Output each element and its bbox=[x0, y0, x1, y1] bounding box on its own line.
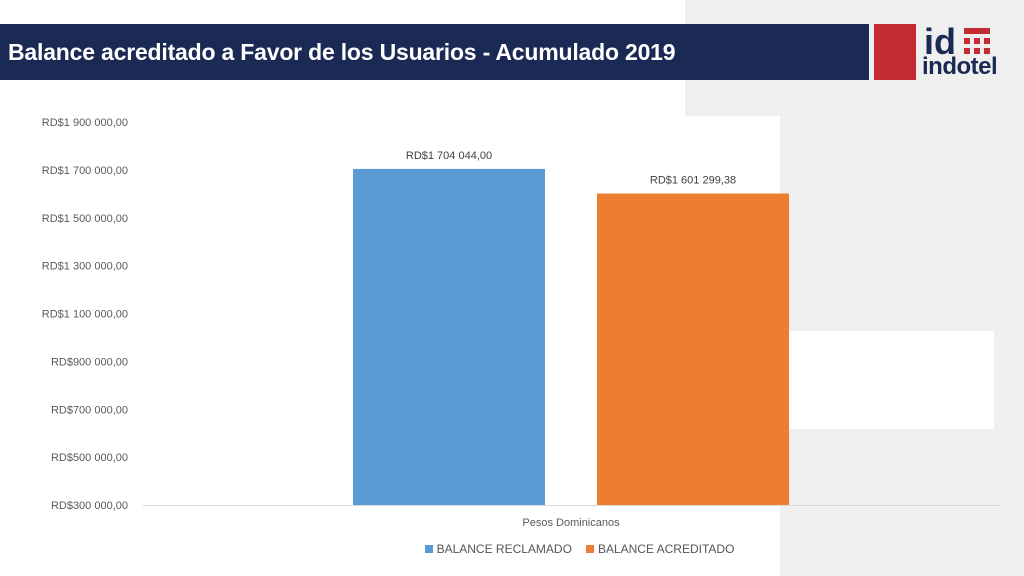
logo-id-icon: id bbox=[924, 24, 990, 58]
bar-reclamado bbox=[353, 168, 545, 505]
y-tick-label: RD$500 000,00 bbox=[51, 452, 128, 464]
logo-mark-text: id bbox=[924, 24, 956, 58]
y-tick-label: RD$1 500 000,00 bbox=[42, 213, 128, 225]
logo-red-block bbox=[874, 24, 916, 80]
title-bar: Balance acreditado a Favor de los Usuari… bbox=[0, 24, 869, 80]
bar-acreditado bbox=[597, 193, 789, 505]
chart-legend: BALANCE RECLAMADO BALANCE ACREDITADO bbox=[0, 541, 1024, 557]
y-tick-label: RD$300 000,00 bbox=[51, 500, 128, 512]
background-panel bbox=[780, 429, 1024, 576]
data-label-acreditado: RD$1 601 299,38 bbox=[650, 175, 736, 187]
legend-label-acreditado: BALANCE ACREDITADO bbox=[597, 542, 735, 556]
legend-swatch-reclamado bbox=[424, 545, 433, 553]
y-tick-label: RD$1 300 000,00 bbox=[42, 261, 128, 273]
y-tick-label: RD$1 900 000,00 bbox=[42, 117, 128, 129]
background-panel bbox=[780, 116, 1024, 331]
legend-item-acreditado: BALANCE ACREDITADO bbox=[585, 541, 735, 557]
legend-label-reclamado: BALANCE RECLAMADO bbox=[436, 542, 572, 556]
bar-chart: RD$300 000,00 RD$500 000,00 RD$700 000,00 R… bbox=[0, 95, 1024, 576]
logo-wordmark: indotel bbox=[922, 53, 998, 80]
background-card bbox=[790, 331, 994, 429]
data-label-reclamado: RD$1 704 044,00 bbox=[406, 150, 492, 162]
chart-canvas: RD$300 000,00 RD$500 000,00 RD$700 000,00 R… bbox=[42, 117, 1000, 529]
x-category-label: Pesos Dominicanos bbox=[522, 517, 620, 529]
indotel-logo: id indotel bbox=[874, 24, 1004, 80]
y-tick-label: RD$1 100 000,00 bbox=[42, 309, 128, 321]
page-title: Balance acreditado a Favor de los Usuari… bbox=[8, 38, 676, 65]
legend-item-reclamado: BALANCE RECLAMADO bbox=[424, 541, 572, 557]
legend-swatch-acreditado bbox=[585, 545, 594, 553]
y-tick-label: RD$700 000,00 bbox=[51, 404, 128, 416]
y-tick-label: RD$900 000,00 bbox=[51, 356, 128, 368]
y-tick-label: RD$1 700 000,00 bbox=[42, 165, 128, 177]
background-panel bbox=[994, 331, 1024, 429]
